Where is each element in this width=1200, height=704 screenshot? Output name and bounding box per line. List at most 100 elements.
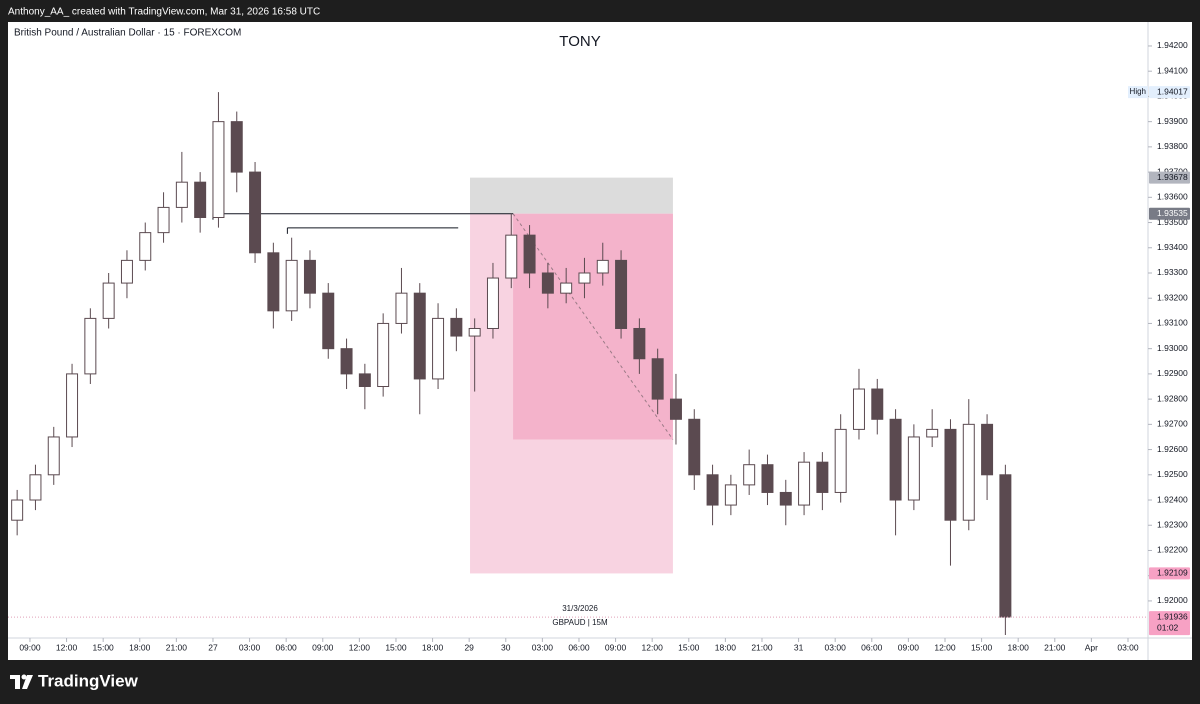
y-tick-label: 1.92400 [1157, 494, 1188, 504]
stop-zone [470, 177, 673, 214]
candle-body [285, 259, 298, 312]
candle-body [120, 259, 133, 284]
candle-body [907, 436, 920, 501]
chart-title: TONY [559, 33, 600, 50]
candle-body [303, 259, 316, 294]
candle-body [944, 428, 957, 521]
candle-body [29, 474, 42, 501]
candle-body [395, 292, 408, 324]
candle-body [871, 388, 884, 420]
x-tick-label: 18:00 [129, 642, 151, 652]
x-tick-label: 09:00 [605, 642, 627, 652]
y-tick-label: 1.92700 [1157, 419, 1188, 429]
candle-body [84, 317, 97, 375]
candle-body [47, 436, 60, 476]
y-tick-label: 1.93700 [1157, 166, 1188, 176]
candle-body [450, 317, 463, 337]
x-tick-label: 03:00 [825, 642, 847, 652]
watermark-symbol: GBPAUD | 15M [552, 618, 608, 627]
header-text: Anthony_AA_ created with TradingView.com… [8, 7, 320, 18]
price-tag-value: 1.94017 [1157, 86, 1188, 96]
candle-body [541, 272, 554, 294]
x-tick-label: 31 [794, 642, 804, 652]
y-tick-label: 1.92800 [1157, 393, 1188, 403]
candle-body [523, 234, 536, 274]
logo-text: TradingView [38, 671, 139, 690]
candle-body [981, 423, 994, 476]
candle-body [633, 327, 646, 360]
price-tag [1149, 567, 1190, 580]
logo-slash [22, 675, 33, 689]
logo-stem [15, 675, 20, 689]
x-tick-label: 21:00 [1044, 642, 1066, 652]
candle-body [688, 418, 701, 476]
price-tag-label-box [1128, 86, 1148, 99]
x-tick-label: 18:00 [1008, 642, 1030, 652]
candle-body [340, 348, 353, 375]
y-tick-label: 1.93600 [1157, 192, 1188, 202]
y-tick-label: 1.93500 [1157, 217, 1188, 227]
x-tick-label: 15:00 [385, 642, 407, 652]
x-tick-label: Apr [1085, 642, 1098, 652]
x-tick-label: 06:00 [861, 642, 883, 652]
x-tick-label: 03:00 [239, 642, 261, 652]
candle-body [468, 327, 481, 337]
x-tick-label: 12:00 [56, 642, 78, 652]
candle-body [779, 491, 792, 506]
candle-body [194, 181, 207, 218]
price-tag-value: 1.92109 [1157, 568, 1188, 578]
candle-body [761, 464, 774, 493]
price-tag-value: 1.91936 [1157, 611, 1188, 621]
y-tick-label: 1.92300 [1157, 519, 1188, 529]
candle-body [66, 373, 79, 438]
x-tick-label: 15:00 [678, 642, 700, 652]
y-tick-label: 1.92500 [1157, 469, 1188, 479]
y-tick-label: 1.93800 [1157, 141, 1188, 151]
candle-body [999, 474, 1012, 618]
logo-dot [21, 674, 27, 680]
candle-body [377, 322, 390, 388]
price-tag-countdown: 01:02 [1157, 622, 1179, 632]
y-tick-label: 1.93000 [1157, 343, 1188, 353]
candle-body [578, 272, 591, 284]
candle-body [706, 474, 719, 506]
y-tick-label: 1.93200 [1157, 292, 1188, 302]
x-tick-label: 09:00 [898, 642, 920, 652]
candle-body [157, 206, 170, 234]
plot [8, 92, 1148, 635]
x-tick-label: 03:00 [532, 642, 554, 652]
y-tick-label: 1.94200 [1157, 40, 1188, 50]
candle-body [889, 418, 902, 501]
candle-body [230, 121, 243, 173]
watermark-date: 31/3/2026 [562, 604, 598, 613]
candle-body [669, 398, 682, 420]
candle-body [139, 232, 152, 261]
candle-body [798, 461, 811, 506]
candle-body [962, 423, 975, 521]
candle-body [505, 234, 518, 279]
x-tick-label: 21:00 [751, 642, 773, 652]
x-tick-label: 12:00 [642, 642, 664, 652]
x-tick-label: 15:00 [971, 642, 993, 652]
x-tick-label: 12:00 [934, 642, 956, 652]
candle-body [724, 484, 737, 506]
x-tick-label: 18:00 [422, 642, 444, 652]
x-tick-label: 06:00 [276, 642, 298, 652]
x-tick-label: 27 [208, 642, 218, 652]
price-tag-label: High [1130, 87, 1146, 96]
price-tag [1149, 86, 1190, 99]
candle-body [651, 358, 664, 400]
y-tick-label: 1.93100 [1157, 318, 1188, 328]
candle-body [212, 121, 225, 218]
candle-body [596, 259, 609, 274]
candle-body [743, 464, 756, 486]
price-tag [1149, 207, 1190, 220]
candle-body [926, 428, 939, 438]
candle-body [102, 282, 115, 319]
y-tick-label: 1.92600 [1157, 444, 1188, 454]
candle-body [413, 292, 426, 380]
x-tick-label: 09:00 [312, 642, 334, 652]
price-tag-value: 1.93678 [1157, 172, 1188, 182]
